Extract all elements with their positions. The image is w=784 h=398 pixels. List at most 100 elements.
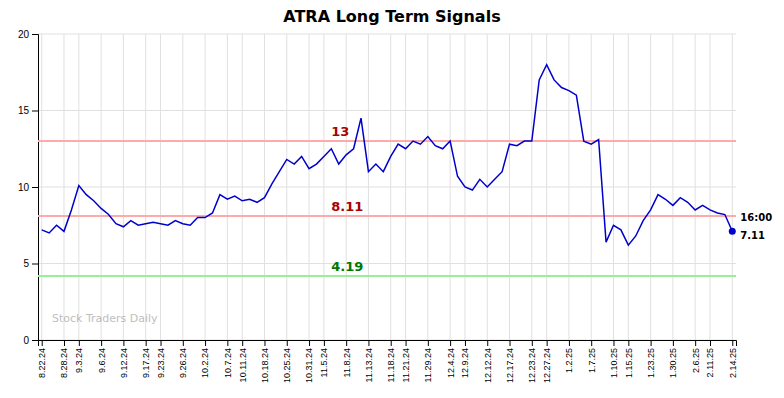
grid-line — [182, 34, 183, 340]
grid-line — [546, 34, 547, 340]
tick: 10.31.24 — [304, 340, 314, 383]
tick-label: 10.7.24 — [223, 348, 233, 378]
tick: 12.27.24 — [542, 340, 552, 383]
grid-line — [63, 34, 64, 340]
tick-mark — [64, 340, 65, 346]
tick-label: 9.26.24 — [178, 348, 188, 378]
tick: 2.11.25 — [705, 340, 715, 377]
grid-line — [531, 34, 532, 340]
grid — [38, 34, 736, 340]
tick-mark — [32, 187, 38, 188]
tick-mark — [487, 340, 488, 346]
tick: 11.5.24 — [319, 340, 329, 377]
tick-label: 9.17.24 — [141, 348, 151, 378]
tick: 1.2.25 — [564, 340, 574, 373]
y-axis: 05101520 — [18, 29, 39, 346]
tick: 10.25.24 — [282, 340, 292, 383]
tick-label: 12.17.24 — [505, 348, 515, 383]
tick: 9.3.24 — [74, 340, 84, 373]
tick-label: 10.31.24 — [304, 348, 314, 383]
tick-mark — [32, 34, 38, 35]
tick-label: 8.22.24 — [37, 348, 47, 378]
tick-mark — [391, 340, 392, 346]
reference-line — [38, 140, 736, 142]
tick-mark — [628, 340, 629, 346]
tick-mark — [532, 340, 533, 346]
tick: 10.2.24 — [200, 340, 210, 378]
grid-line — [123, 34, 124, 340]
tick-label: 11.21.24 — [401, 348, 411, 382]
tick: 9.6.24 — [96, 340, 106, 373]
tick-mark — [406, 340, 407, 346]
tick-label: 12.12.24 — [483, 348, 493, 383]
reference-label: 13 — [331, 124, 349, 139]
tick: 10.7.24 — [223, 340, 233, 378]
grid-line — [390, 34, 391, 340]
grid-line — [242, 34, 243, 340]
tick: 10.18.24 — [260, 340, 270, 383]
tick: 9.26.24 — [178, 340, 188, 378]
tick-mark — [32, 111, 38, 112]
tick-mark — [123, 340, 124, 346]
grid-line — [264, 34, 265, 340]
last-point — [729, 228, 736, 235]
tick-label: 1.30.25 — [668, 348, 678, 378]
tick-label: 11.5.24 — [319, 348, 329, 377]
title: ATRA Long Term Signals — [283, 7, 500, 26]
grid-line — [38, 263, 736, 264]
tick-mark — [42, 340, 43, 346]
tick-mark — [79, 340, 80, 346]
tick-label: 10.25.24 — [282, 348, 292, 383]
grid-line — [427, 34, 428, 340]
grid-line — [286, 34, 287, 340]
tick-label: 9.23.24 — [156, 348, 166, 378]
axis-line — [39, 341, 737, 347]
tick-label: 9.3.24 — [74, 348, 84, 373]
grid-line — [405, 34, 406, 340]
grid-line — [732, 34, 733, 340]
tick-mark — [710, 340, 711, 346]
tick-label: 2.14.25 — [728, 348, 738, 378]
tick: 15 — [18, 105, 38, 116]
grid-line — [160, 34, 161, 340]
marks — [38, 65, 736, 276]
tick-label: 11.8.24 — [342, 348, 352, 377]
grid-line — [568, 34, 569, 340]
tick-label: 0 — [23, 335, 29, 346]
tick: 2.14.25 — [728, 340, 738, 378]
tick: 1.30.25 — [668, 340, 678, 378]
grid-line — [368, 34, 369, 340]
tick-label: 2.11.25 — [705, 348, 715, 377]
tick-label: 11.18.24 — [386, 348, 396, 382]
tick-label: 10.18.24 — [260, 348, 270, 383]
tick-mark — [101, 340, 102, 346]
tick-mark — [591, 340, 592, 346]
grid-line — [591, 34, 592, 340]
tick-mark — [428, 340, 429, 346]
price-line — [42, 65, 733, 246]
x-axis: 8.22.248.28.249.3.249.6.249.12.249.17.24… — [37, 340, 738, 383]
tick-label: 1.15.25 — [624, 348, 634, 378]
grid-line — [227, 34, 228, 340]
tick-mark — [32, 340, 38, 341]
tick: 11.21.24 — [401, 340, 411, 382]
grid-line — [41, 34, 42, 340]
tick-mark — [205, 340, 206, 346]
grid-line — [38, 110, 736, 111]
tick-mark — [613, 340, 614, 346]
annotations: 138.114.1916:007.11Stock Traders Daily — [52, 124, 772, 325]
tick: 1.23.25 — [646, 340, 656, 378]
tick-mark — [227, 340, 228, 346]
tick-label: 11.29.24 — [423, 348, 433, 382]
tick-mark — [161, 340, 162, 346]
tick-mark — [569, 340, 570, 346]
tick: 11.13.24 — [364, 340, 374, 382]
tick-label: 1.2.25 — [564, 348, 574, 373]
tick-mark — [673, 340, 674, 346]
grid-line — [710, 34, 711, 340]
tick: 5 — [23, 258, 38, 269]
tick-label: 11.13.24 — [364, 348, 374, 382]
tick-mark — [368, 340, 369, 346]
tick: 20 — [18, 29, 38, 40]
tick-mark — [732, 340, 733, 346]
